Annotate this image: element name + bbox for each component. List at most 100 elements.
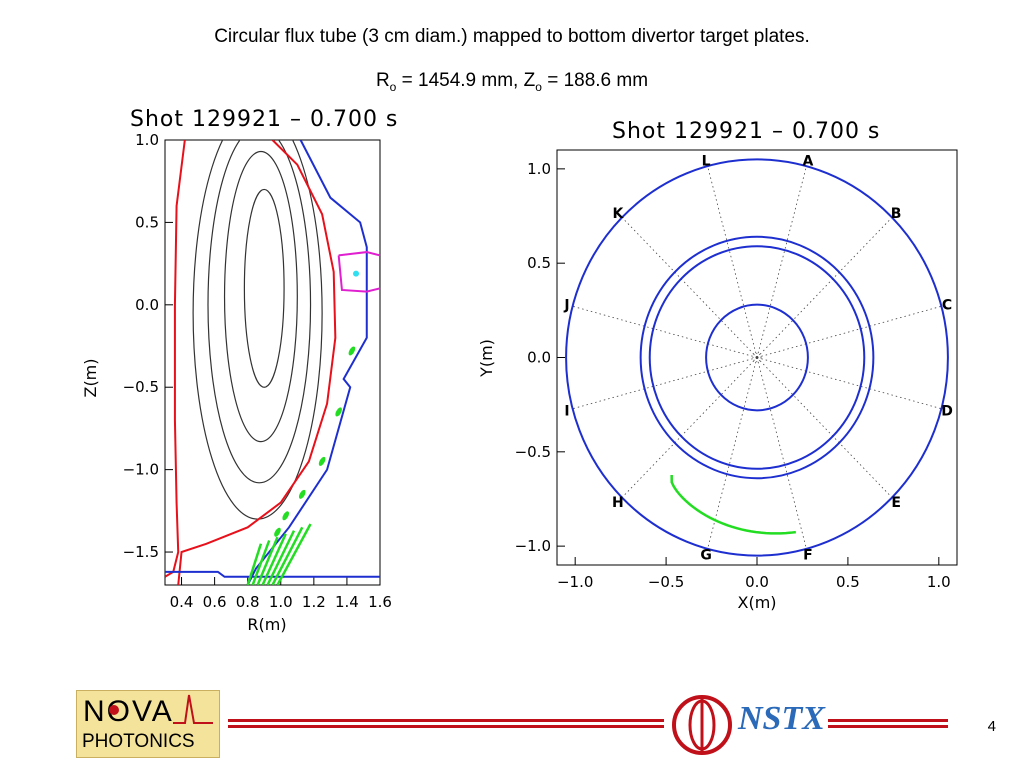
sector-label: F bbox=[803, 548, 813, 564]
sector-label: A bbox=[802, 153, 813, 169]
vessel-wall bbox=[246, 140, 368, 585]
xy-xlabel: X(m) bbox=[737, 593, 776, 612]
x-tick-label: 0.5 bbox=[836, 573, 860, 591]
flux-surface bbox=[223, 150, 298, 443]
x-tick-label: 0.4 bbox=[170, 593, 194, 611]
target-hatch bbox=[276, 523, 312, 585]
target-hatch bbox=[271, 526, 304, 585]
sector-line bbox=[621, 357, 758, 498]
x-tick-label: 0.0 bbox=[745, 573, 769, 591]
separatrix-inner bbox=[165, 140, 186, 578]
xy-plot-title: Shot 129921 – 0.700 s bbox=[612, 119, 880, 144]
y-tick-label: −1.0 bbox=[515, 537, 551, 555]
flux-surface bbox=[207, 140, 312, 484]
poloidal-xlabel: R(m) bbox=[247, 615, 286, 634]
poloidal-frame bbox=[164, 139, 381, 586]
target-hatch bbox=[261, 533, 287, 585]
sector-line bbox=[707, 166, 758, 358]
poloidal-plot: Shot 129921 – 0.700 s 0.4 0.6 0.8 1.0 1.2 1.4… bbox=[81, 107, 398, 634]
poloidal-content bbox=[165, 140, 380, 585]
x-tick-label: 1.0 bbox=[269, 593, 293, 611]
sector-line bbox=[572, 357, 758, 410]
sector-line bbox=[707, 357, 758, 549]
nstx-text: NSTX bbox=[738, 700, 825, 737]
target-spot bbox=[318, 456, 326, 466]
sector-line bbox=[756, 217, 893, 358]
divertor-floor bbox=[165, 570, 380, 578]
poloidal-plot-title: Shot 129921 – 0.700 s bbox=[130, 107, 398, 132]
target-spot bbox=[348, 346, 356, 356]
target-hatch bbox=[246, 543, 263, 585]
sector-line bbox=[621, 217, 758, 358]
sector-line bbox=[756, 166, 807, 358]
nova-pulse-icon bbox=[173, 694, 213, 724]
r-label: R bbox=[375, 70, 390, 91]
y-tick-label: 0.5 bbox=[135, 213, 159, 231]
y-tick-label: −0.5 bbox=[515, 443, 551, 461]
target-hatch bbox=[266, 530, 296, 585]
wall-circle bbox=[648, 245, 866, 470]
x-tick-label: −1.0 bbox=[557, 573, 593, 591]
nova-text: NOVA bbox=[83, 695, 174, 728]
center-marker bbox=[752, 353, 762, 362]
x-tick-label: 0.6 bbox=[203, 593, 227, 611]
flux-tube-point bbox=[353, 270, 360, 277]
x-tick-label: 1.0 bbox=[927, 573, 951, 591]
y-tick-label: 0.5 bbox=[527, 254, 551, 272]
sector-line bbox=[756, 357, 893, 498]
footprint-arc bbox=[670, 474, 796, 535]
wall-circle bbox=[639, 235, 875, 480]
target-hatch bbox=[251, 540, 271, 585]
poloidal-ylabel: Z(m) bbox=[81, 358, 100, 397]
x-tick-label: 1.4 bbox=[335, 593, 359, 611]
nova-star-icon bbox=[109, 705, 119, 715]
poloidal-axes: 0.4 0.6 0.8 1.0 1.2 1.4 1.6 1.0 0.5 0.0 −0.5 −1.0 −1… bbox=[123, 131, 392, 611]
wall-circle bbox=[565, 158, 949, 557]
x-tick-label: 0.8 bbox=[236, 593, 260, 611]
xy-content: A B C D E F G H I J K L bbox=[563, 153, 952, 563]
y-tick-label: −0.5 bbox=[123, 378, 159, 396]
y-tick-label: −1.5 bbox=[123, 543, 159, 561]
y-tick-label: 0.0 bbox=[527, 349, 551, 367]
sector-label: K bbox=[612, 206, 624, 222]
sector-label: I bbox=[564, 403, 569, 419]
nova-photonics-logo: NOVA PHOTONICS bbox=[76, 690, 220, 758]
sector-line bbox=[756, 357, 942, 410]
nstx-logo-icon bbox=[672, 695, 732, 755]
z-value: = 188.6 mm bbox=[541, 70, 649, 91]
target-spot bbox=[274, 527, 281, 537]
page-number: 4 bbox=[987, 718, 996, 735]
target-spot bbox=[335, 407, 342, 417]
z-label: Z bbox=[523, 70, 536, 91]
x-tick-label: 1.6 bbox=[368, 593, 392, 611]
sector-label: C bbox=[942, 298, 952, 314]
x-tick-label: −0.5 bbox=[648, 573, 684, 591]
separatrix-outer bbox=[177, 140, 337, 585]
y-tick-label: −1.0 bbox=[123, 461, 159, 479]
wall-circle bbox=[705, 303, 809, 412]
flux-surface bbox=[192, 140, 323, 520]
target-hatch bbox=[256, 536, 279, 585]
xy-plot: Shot 129921 – 0.700 s −1.0 −0.5 0.0 0.5 1.0 1… bbox=[477, 119, 958, 612]
poloidal-clipped bbox=[165, 140, 380, 585]
sector-label: E bbox=[891, 495, 901, 511]
r-value: = 1454.9 mm, bbox=[396, 70, 524, 91]
r-subscript: o bbox=[389, 79, 397, 94]
sector-line bbox=[572, 305, 758, 358]
sector-line bbox=[756, 305, 942, 358]
z-subscript: o bbox=[535, 79, 542, 94]
photonics-text: PHOTONICS bbox=[82, 731, 195, 752]
sector-label: G bbox=[700, 548, 712, 564]
sector-label: H bbox=[612, 495, 624, 511]
target-spot bbox=[282, 511, 290, 521]
footer-divider bbox=[228, 719, 948, 728]
viewing-box bbox=[337, 251, 380, 293]
sector-line bbox=[756, 357, 807, 549]
slide-title: Circular flux tube (3 cm diam.) mapped t… bbox=[214, 26, 810, 47]
y-tick-label: 0.0 bbox=[135, 296, 159, 314]
y-tick-label: 1.0 bbox=[527, 160, 551, 178]
xy-axes: −1.0 −0.5 0.0 0.5 1.0 1.0 0.5 0.0 −0.5 −1.0 bbox=[515, 149, 958, 591]
sector-label: B bbox=[891, 206, 902, 222]
slide-subtitle: Ro = 1454.9 mm, Zo = 188.6 mm bbox=[0, 70, 1024, 94]
flux-surface bbox=[243, 188, 285, 388]
